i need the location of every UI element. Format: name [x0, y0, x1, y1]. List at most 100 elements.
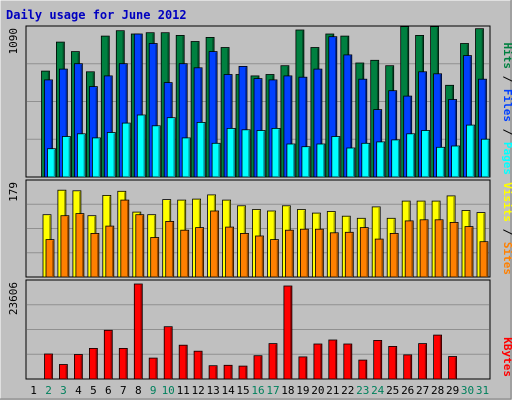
bar-sites-day-4 — [75, 213, 85, 278]
bar-pages-day-19 — [301, 146, 311, 178]
bar-sites-day-20 — [314, 228, 324, 278]
x-tick-label-27: 27 — [416, 384, 429, 397]
bar-pages-day-17 — [271, 127, 281, 178]
bar-kbytes-day-24 — [373, 339, 383, 380]
bar-pages-day-15 — [241, 129, 251, 178]
bar-sites-day-11 — [180, 229, 190, 278]
bar-kbytes-day-8 — [133, 283, 143, 380]
bar-pages-day-11 — [181, 137, 191, 178]
bar-pages-day-8 — [136, 114, 146, 178]
bar-pages-day-6 — [106, 132, 116, 178]
bar-kbytes-day-25 — [388, 345, 398, 380]
bar-kbytes-day-16 — [253, 355, 263, 380]
panel-2: 179 Visits / Sites — [7, 179, 512, 278]
bar-sites-day-3 — [60, 215, 70, 278]
bar-kbytes-day-26 — [403, 354, 413, 380]
x-tick-label-20: 20 — [311, 384, 324, 397]
bar-pages-day-25 — [391, 139, 401, 178]
legend: KBytes — [501, 337, 512, 377]
x-tick-label-2: 2 — [45, 384, 52, 397]
y-max-label: 1090 — [7, 28, 20, 55]
bar-kbytes-day-13 — [208, 365, 218, 380]
x-tick-label-30: 30 — [461, 384, 474, 397]
y-max-label: 23606 — [7, 282, 20, 315]
bar-kbytes-day-2 — [44, 353, 53, 380]
x-tick-label-4: 4 — [75, 384, 82, 397]
bar-pages-day-3 — [62, 136, 71, 178]
x-tick-label-25: 25 — [386, 384, 399, 397]
legend-entry-sites: Sites — [501, 242, 512, 275]
bar-sites-day-24 — [374, 238, 384, 278]
x-tick-label-18: 18 — [281, 384, 294, 397]
bar-pages-day-12 — [196, 122, 206, 178]
legend-text: Hits / Files / Pages — [501, 43, 512, 176]
x-tick-label-6: 6 — [105, 384, 112, 397]
bar-kbytes-day-20 — [313, 343, 323, 380]
bar-pages-day-28 — [436, 146, 446, 178]
bar-kbytes-day-6 — [103, 329, 113, 380]
x-tick-label-13: 13 — [206, 384, 219, 397]
bar-sites-day-21 — [329, 232, 339, 278]
x-tick-label-5: 5 — [90, 384, 97, 397]
legend-separator: / — [501, 222, 512, 242]
bar-kbytes-day-27 — [418, 343, 428, 380]
bar-pages-day-13 — [211, 142, 221, 178]
x-tick-label-11: 11 — [177, 384, 190, 397]
bar-kbytes-day-23 — [358, 359, 368, 380]
bar-sites-day-5 — [90, 232, 100, 278]
bar-kbytes-day-9 — [148, 357, 158, 380]
bar-kbytes-day-14 — [223, 364, 233, 380]
bar-sites-day-28 — [434, 219, 444, 278]
legend-text: Visits / Sites — [501, 182, 512, 275]
x-tick-label-24: 24 — [371, 384, 385, 397]
legend: Visits / Sites — [501, 182, 512, 275]
bar-sites-day-2 — [45, 239, 55, 278]
bar-pages-day-22 — [346, 147, 356, 178]
bar-kbytes-day-12 — [193, 350, 203, 380]
chart-title: Daily usage for June 2012 — [6, 8, 187, 22]
x-tick-label-10: 10 — [162, 384, 175, 397]
bar-pages-day-14 — [226, 127, 236, 178]
bar-pages-day-10 — [166, 117, 176, 178]
bar-sites-day-12 — [195, 227, 205, 278]
bar-sites-day-17 — [270, 239, 279, 278]
x-tick-label-22: 22 — [341, 384, 354, 397]
x-tick-label-31: 31 — [476, 384, 489, 397]
bar-sites-day-19 — [299, 228, 309, 278]
x-tick-label-7: 7 — [120, 384, 127, 397]
bar-kbytes-day-3 — [59, 364, 68, 380]
bar-kbytes-day-19 — [298, 356, 308, 380]
panel-1: 1090 Hits / Files / Pages — [7, 25, 512, 178]
legend: Hits / Files / Pages — [501, 43, 512, 176]
x-tick-label-1: 1 — [30, 384, 37, 397]
bar-kbytes-day-29 — [448, 356, 458, 380]
bar-sites-day-15 — [240, 232, 249, 278]
bar-pages-day-16 — [256, 130, 266, 178]
bar-sites-day-8 — [135, 214, 145, 278]
legend-entry-pages: Pages — [501, 142, 512, 175]
x-tick-label-3: 3 — [60, 384, 67, 397]
bar-kbytes-day-17 — [268, 343, 278, 380]
bar-kbytes-day-28 — [433, 334, 443, 380]
bar-pages-day-29 — [451, 145, 461, 178]
bar-pages-day-31 — [481, 138, 490, 178]
x-tick-label-9: 9 — [150, 384, 157, 397]
legend-separator: / — [501, 122, 512, 142]
bar-kbytes-day-5 — [89, 347, 98, 380]
bar-pages-day-9 — [151, 125, 161, 178]
bar-pages-day-26 — [406, 133, 416, 178]
x-tick-label-28: 28 — [431, 384, 444, 397]
legend-entry-hits: Hits — [501, 43, 512, 70]
x-tick-label-19: 19 — [296, 384, 309, 397]
bar-kbytes-day-10 — [163, 326, 173, 380]
x-tick-label-8: 8 — [135, 384, 142, 397]
bar-pages-day-2 — [47, 148, 56, 178]
bar-sites-day-9 — [150, 237, 160, 278]
bar-kbytes-day-21 — [328, 339, 338, 380]
bar-sites-day-16 — [255, 235, 264, 278]
bar-sites-day-30 — [464, 226, 474, 278]
bar-pages-day-23 — [361, 142, 371, 178]
bar-sites-day-10 — [165, 220, 175, 278]
legend-entry-kbytes: KBytes — [501, 337, 512, 377]
